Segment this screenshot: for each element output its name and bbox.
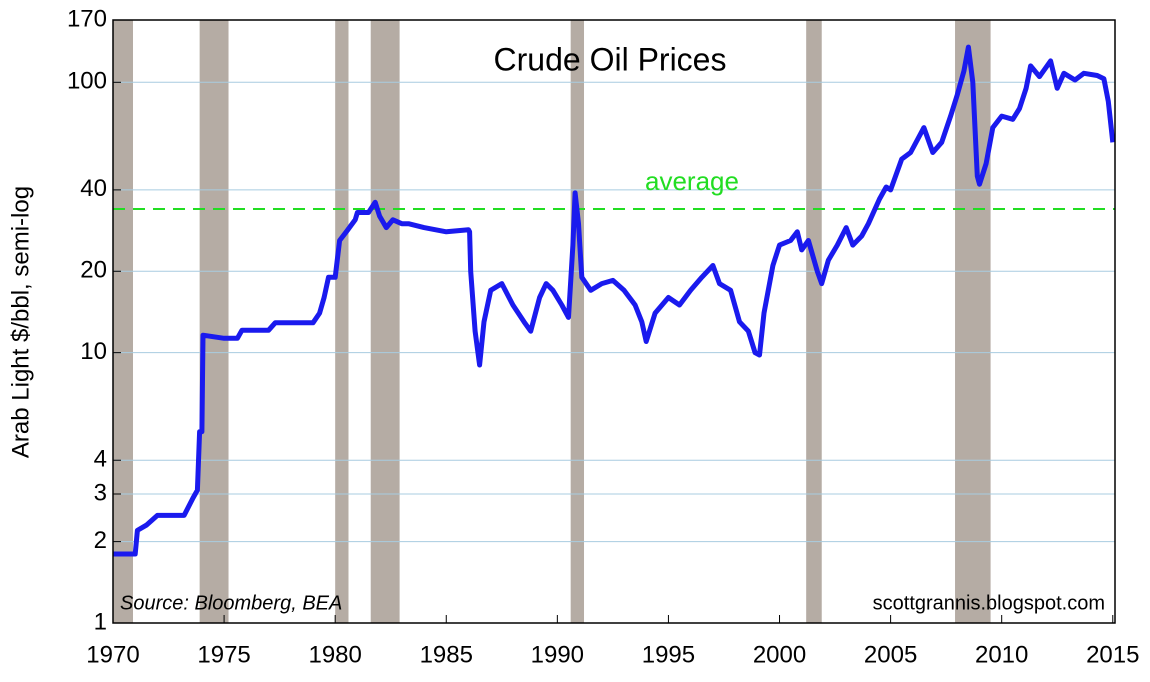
y-tick-label: 20 [80, 257, 107, 284]
x-tick-label: 1970 [86, 641, 139, 668]
x-tick-label: 1975 [197, 641, 250, 668]
recession-band [806, 20, 822, 623]
plot-frame [112, 19, 1116, 624]
x-tick-label: 1990 [531, 641, 584, 668]
y-tick-label: 1 [94, 608, 107, 635]
y-axis-label: Arab Light $/bbl, semi-log [7, 186, 34, 458]
y-tick-label: 3 [94, 479, 107, 506]
recession-band [335, 20, 349, 623]
recession-band [113, 20, 133, 623]
credit-note: scottgrannis.blogspot.com [873, 592, 1105, 614]
y-tick-label: 2 [94, 527, 107, 554]
y-tick-label: 10 [80, 338, 107, 365]
chart-title: Crude Oil Prices [494, 41, 727, 77]
recession-band [570, 20, 585, 623]
average-label: average [645, 166, 739, 196]
x-tick-label: 2010 [975, 641, 1028, 668]
recession-band [199, 20, 229, 623]
x-tick-label: 1985 [420, 641, 473, 668]
y-tick-label: 40 [80, 175, 107, 202]
x-tick-label: 2005 [864, 641, 917, 668]
x-tick-label: 1995 [642, 641, 695, 668]
x-tick-label: 2015 [1086, 641, 1139, 668]
y-tick-label: 170 [67, 5, 107, 32]
x-tick-label: 1980 [308, 641, 361, 668]
recession-band [370, 20, 400, 623]
x-tick-label: 2000 [753, 641, 806, 668]
y-tick-label: 100 [67, 68, 107, 95]
price-line [113, 44, 1116, 557]
source-note: Source: Bloomberg, BEA [120, 592, 342, 614]
y-tick-label: 4 [94, 446, 107, 473]
